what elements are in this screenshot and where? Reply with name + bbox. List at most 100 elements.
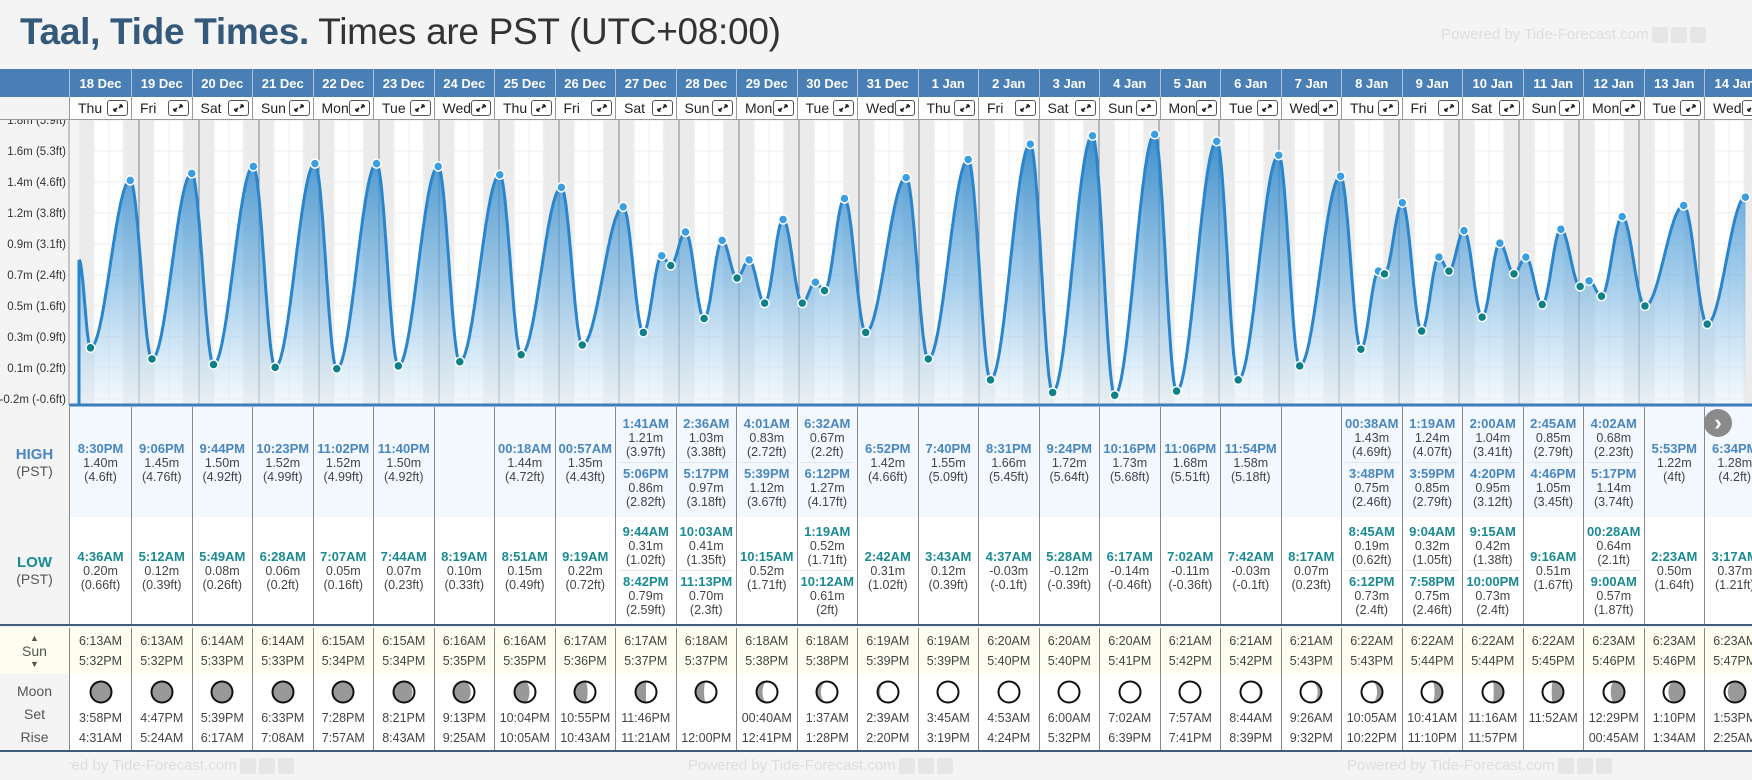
date-header-row: 18 Dec 19 Dec 20 Dec 21 Dec 22 Dec 23 Dec 24 D… <box>0 69 1752 97</box>
high-tide-time: 3:48PM <box>1348 465 1395 481</box>
expand-icon <box>1746 107 1752 112</box>
expand-day-button[interactable] <box>1741 100 1752 116</box>
expand-day-button[interactable] <box>167 100 189 116</box>
moonrise-time: 11:21AM <box>621 731 671 745</box>
low-tide-feet: (0.62ft) <box>1351 553 1392 567</box>
low-tide-point <box>393 360 404 372</box>
expand-day-button[interactable] <box>772 100 794 116</box>
sun-cell: 6:23AM 5:46PM <box>1583 628 1644 674</box>
expand-day-button[interactable] <box>1196 100 1217 116</box>
expand-day-button[interactable] <box>651 100 673 116</box>
expand-icon <box>476 104 486 112</box>
low-tide-point <box>819 285 830 296</box>
moon-phase <box>1420 680 1444 704</box>
low-tide-entry: 9:15AM 0.42m (1.38ft) <box>1466 521 1520 570</box>
low-tide-meters: 0.37m <box>1717 564 1752 578</box>
high-tide-entry: 00:57AM 1.35m (4.43ft) <box>558 438 612 487</box>
logo-icon <box>1670 26 1687 43</box>
high-tide-meters: 0.67m <box>809 430 845 445</box>
high-tide-feet: (3.41ft) <box>1472 444 1513 459</box>
expand-day-button[interactable] <box>409 100 431 116</box>
expand-day-button[interactable] <box>1438 100 1459 116</box>
moonrise-time: 11:57PM <box>1468 731 1518 745</box>
expand-day-button[interactable] <box>954 100 975 116</box>
low-tide-point <box>1443 265 1455 277</box>
expand-day-button[interactable] <box>894 100 915 116</box>
low-tide-cell: 10:15AM 0.52m (1.71ft) <box>736 517 797 624</box>
high-tide-meters: 0.83m <box>749 430 785 445</box>
low-tide-time: 10:00PM <box>1466 574 1520 589</box>
weekday-cell: Mon <box>312 97 373 119</box>
high-tide-entry: 4:02AM 0.68m (2.23ft) <box>1587 413 1641 462</box>
moon-cell: 10:05AM 10:22PM <box>1341 674 1402 750</box>
moonset-time: 12:29PM <box>1588 711 1639 725</box>
high-tide-meters: 1.24m <box>1414 430 1450 445</box>
moonset-time: 10:55PM <box>560 711 611 725</box>
moon-cell: 8:21PM 8:43AM <box>373 674 434 750</box>
low-tide-meters: 0.10m <box>446 564 482 578</box>
high-tide-entry: 6:32AM 0.67m (2.2ft) <box>800 413 854 462</box>
y-tick-label: 0.7m (2.4ft) <box>7 270 66 282</box>
low-tide-time: 10:12AM <box>800 574 854 589</box>
low-tide-entry: 10:12AM 0.61m (2ft) <box>800 570 855 620</box>
expand-day-button[interactable] <box>591 100 612 116</box>
low-tide-time: 7:42AM <box>1227 549 1274 564</box>
expand-day-button[interactable] <box>530 100 552 116</box>
expand-day-button[interactable] <box>1135 100 1157 116</box>
low-tide-time: 10:03AM <box>679 524 733 539</box>
high-tide-feet: (4.17ft) <box>807 494 848 509</box>
low-tide-feet: (1.71ft) <box>807 553 848 567</box>
low-tide-cell: 6:17AM -0.14m (-0.46ft) <box>1099 517 1160 624</box>
high-tide-entry: 10:16PM 1.73m (5.68ft) <box>1103 438 1157 487</box>
moon-phase <box>755 680 779 704</box>
expand-day-button[interactable] <box>1318 100 1338 116</box>
expand-day-button[interactable] <box>1559 100 1580 116</box>
low-tide-time: 3:17AM <box>1711 549 1752 564</box>
expand-day-button[interactable] <box>1498 100 1520 116</box>
expand-icon <box>838 104 849 112</box>
high-tide-feet: (3.12ft) <box>1472 494 1513 509</box>
high-tide-cell <box>1280 407 1341 517</box>
high-tide-time: 6:32AM <box>804 415 851 431</box>
sunset-time: 5:33PM <box>200 654 244 668</box>
weekday-spacer <box>0 97 69 119</box>
moon-phase-icon <box>89 680 112 704</box>
expand-day-button[interactable] <box>1014 100 1036 116</box>
sunrise-time: 6:22AM <box>1531 634 1575 648</box>
high-tide-entry: 2:45AM 0.85m (2.79ft) <box>1526 413 1580 462</box>
expand-icon <box>233 104 244 112</box>
moonset-time: 8:21PM <box>382 711 426 725</box>
high-tide-cell: 11:54PM 1.58m (5.18ft) <box>1220 407 1281 517</box>
moonrise-time: 2:25AM <box>1713 731 1752 745</box>
expand-day-button[interactable] <box>1619 100 1641 116</box>
next-page-button[interactable]: › <box>1704 409 1732 437</box>
chevron-right-icon: › <box>1714 410 1722 435</box>
moon-phase-icon <box>1118 680 1142 704</box>
high-tide-entry: 8:30PM 1.40m (4.6ft) <box>74 438 128 487</box>
sunset-time: 5:44PM <box>1410 654 1454 668</box>
expand-day-button[interactable] <box>1256 100 1278 116</box>
expand-icon <box>778 104 788 112</box>
low-tide-feet: (2.3ft) <box>689 603 723 617</box>
expand-day-button[interactable] <box>712 100 733 116</box>
expand-day-button[interactable] <box>833 100 854 116</box>
expand-day-button[interactable] <box>107 100 128 116</box>
low-tide-entry: 2:23AM 0.50m (1.64ft) <box>1647 546 1701 595</box>
sun-row: ▲ Sun ▼ 6:13AM 5:32PM 6:13AM 5:32PM 6:14AM 5:33… <box>0 628 1752 674</box>
expand-day-button[interactable] <box>1377 100 1399 116</box>
expand-day-button[interactable] <box>349 100 370 116</box>
expand-day-button[interactable] <box>1680 100 1701 116</box>
high-tide-point <box>432 161 444 172</box>
y-tick-label: 0.1m (0.2ft) <box>7 363 66 375</box>
expand-day-button[interactable] <box>288 100 310 116</box>
high-tide-feet: (4ft) <box>1663 469 1686 484</box>
sunrise-time: 6:16AM <box>503 634 547 648</box>
low-tide-feet: (1.35ft) <box>686 553 727 567</box>
sun-cell: 6:22AM 5:44PM <box>1462 628 1523 674</box>
moon-cell: 11:46PM 11:21AM <box>615 674 676 750</box>
expand-day-button[interactable] <box>228 100 249 116</box>
low-tide-entry: 00:28AM 0.64m (2.1ft) <box>1587 521 1641 570</box>
low-tide-point <box>698 313 710 324</box>
expand-day-button[interactable] <box>1075 100 1096 116</box>
expand-day-button[interactable] <box>471 100 491 116</box>
